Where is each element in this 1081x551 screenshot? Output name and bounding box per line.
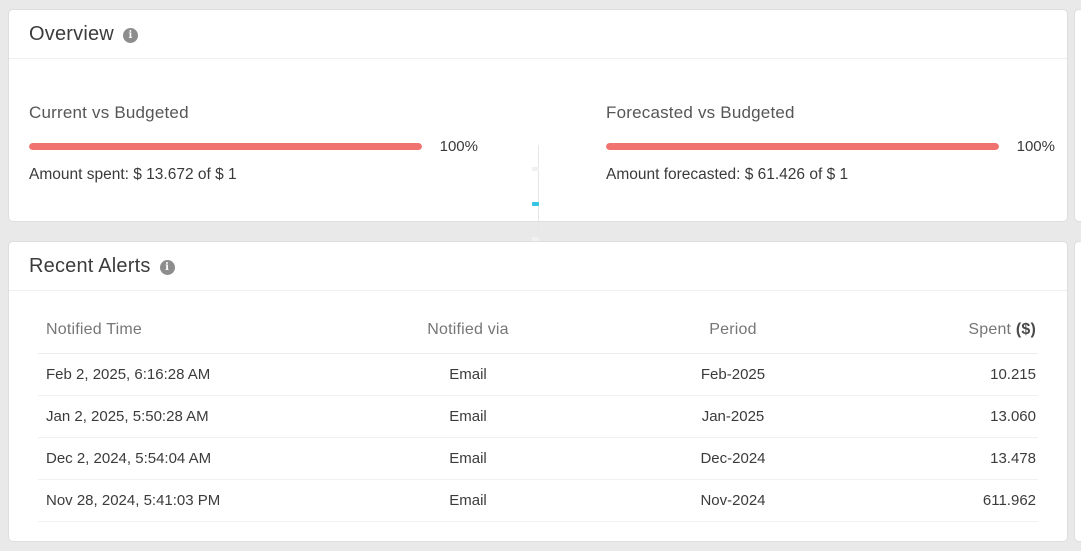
current-progress-bar — [29, 143, 422, 150]
table-row: Feb 2, 2025, 6:16:28 AM Email Feb-2025 1… — [38, 353, 1038, 396]
forecasted-progress-percent: 100% — [1016, 138, 1055, 155]
cell-notified-via: Email — [348, 353, 588, 396]
table-row: Jan 2, 2025, 5:50:28 AM Email Jan-2025 1… — [38, 395, 1038, 438]
cell-notified-time: Jan 2, 2025, 5:50:28 AM — [38, 395, 348, 438]
forecasted-progress-row: 100% — [606, 138, 1055, 155]
cell-period: Jan-2025 — [588, 395, 878, 438]
column-header-spent: Spent ($) — [878, 303, 1038, 354]
alerts-table: Notified Time Notified via Period Spent … — [38, 303, 1038, 522]
cell-notified-time: Feb 2, 2025, 6:16:28 AM — [38, 353, 348, 396]
forecasted-progress-fill — [606, 143, 999, 150]
cell-spent: 13.478 — [878, 437, 1038, 480]
cell-period: Dec-2024 — [588, 437, 878, 480]
partial-card-top-right — [1074, 9, 1081, 222]
recent-alerts-title: Recent Alerts — [29, 255, 151, 277]
cell-notified-via: Email — [348, 437, 588, 480]
current-vs-budgeted-section: Current vs Budgeted 100% Amount spent: $… — [9, 103, 542, 222]
overview-card-header: Overview i — [9, 10, 1067, 59]
overview-card: Overview i Current vs Budgeted 100% Amou… — [8, 9, 1068, 241]
info-icon[interactable]: i — [122, 28, 138, 43]
cell-spent: 10.215 — [878, 353, 1038, 396]
axis-tick-faint — [532, 167, 539, 171]
vertical-divider — [538, 145, 539, 241]
spent-label: Spent — [968, 321, 1012, 338]
forecasted-vs-budgeted-title: Forecasted vs Budgeted — [606, 103, 795, 122]
cell-spent: 13.060 — [878, 395, 1038, 438]
cell-notified-via: Email — [348, 395, 588, 438]
cell-notified-time: Nov 28, 2024, 5:41:03 PM — [38, 479, 348, 522]
axis-tick-faint — [532, 237, 539, 241]
info-icon[interactable]: i — [159, 260, 175, 275]
cell-notified-time: Dec 2, 2024, 5:54:04 AM — [38, 437, 348, 480]
recent-alerts-card-header: Recent Alerts i — [9, 242, 1067, 291]
recent-alerts-card: Recent Alerts i Notified Time Notified v… — [8, 241, 1068, 542]
current-vs-budgeted-title: Current vs Budgeted — [29, 103, 189, 122]
column-header-period: Period — [588, 303, 878, 354]
forecasted-vs-budgeted-section: Forecasted vs Budgeted 100% Amount forec… — [542, 103, 1067, 222]
amount-forecasted-caption: Amount forecasted: $ 61.426 of $ 1 — [606, 166, 849, 183]
partial-card-bottom-right — [1074, 241, 1081, 542]
alerts-table-header-row: Notified Time Notified via Period Spent … — [38, 303, 1038, 354]
cell-period: Feb-2025 — [588, 353, 878, 396]
current-progress-percent: 100% — [439, 138, 478, 155]
column-header-notified-time: Notified Time — [38, 303, 348, 354]
table-row: Nov 28, 2024, 5:41:03 PM Email Nov-2024 … — [38, 479, 1038, 522]
column-header-notified-via: Notified via — [348, 303, 588, 354]
current-progress-row: 100% — [29, 138, 478, 155]
cell-spent: 611.962 — [878, 479, 1038, 522]
alerts-table-wrap: Notified Time Notified via Period Spent … — [9, 291, 1067, 522]
forecasted-progress-bar — [606, 143, 999, 150]
amount-spent-caption: Amount spent: $ 13.672 of $ 1 — [29, 166, 237, 183]
overview-body: Current vs Budgeted 100% Amount spent: $… — [9, 59, 1067, 241]
cell-notified-via: Email — [348, 479, 588, 522]
overview-title: Overview — [29, 23, 114, 45]
table-row: Dec 2, 2024, 5:54:04 AM Email Dec-2024 1… — [38, 437, 1038, 480]
current-progress-fill — [29, 143, 422, 150]
cell-period: Nov-2024 — [588, 479, 878, 522]
spent-unit-label: ($) — [1015, 321, 1036, 338]
axis-tick-accent — [532, 202, 539, 206]
